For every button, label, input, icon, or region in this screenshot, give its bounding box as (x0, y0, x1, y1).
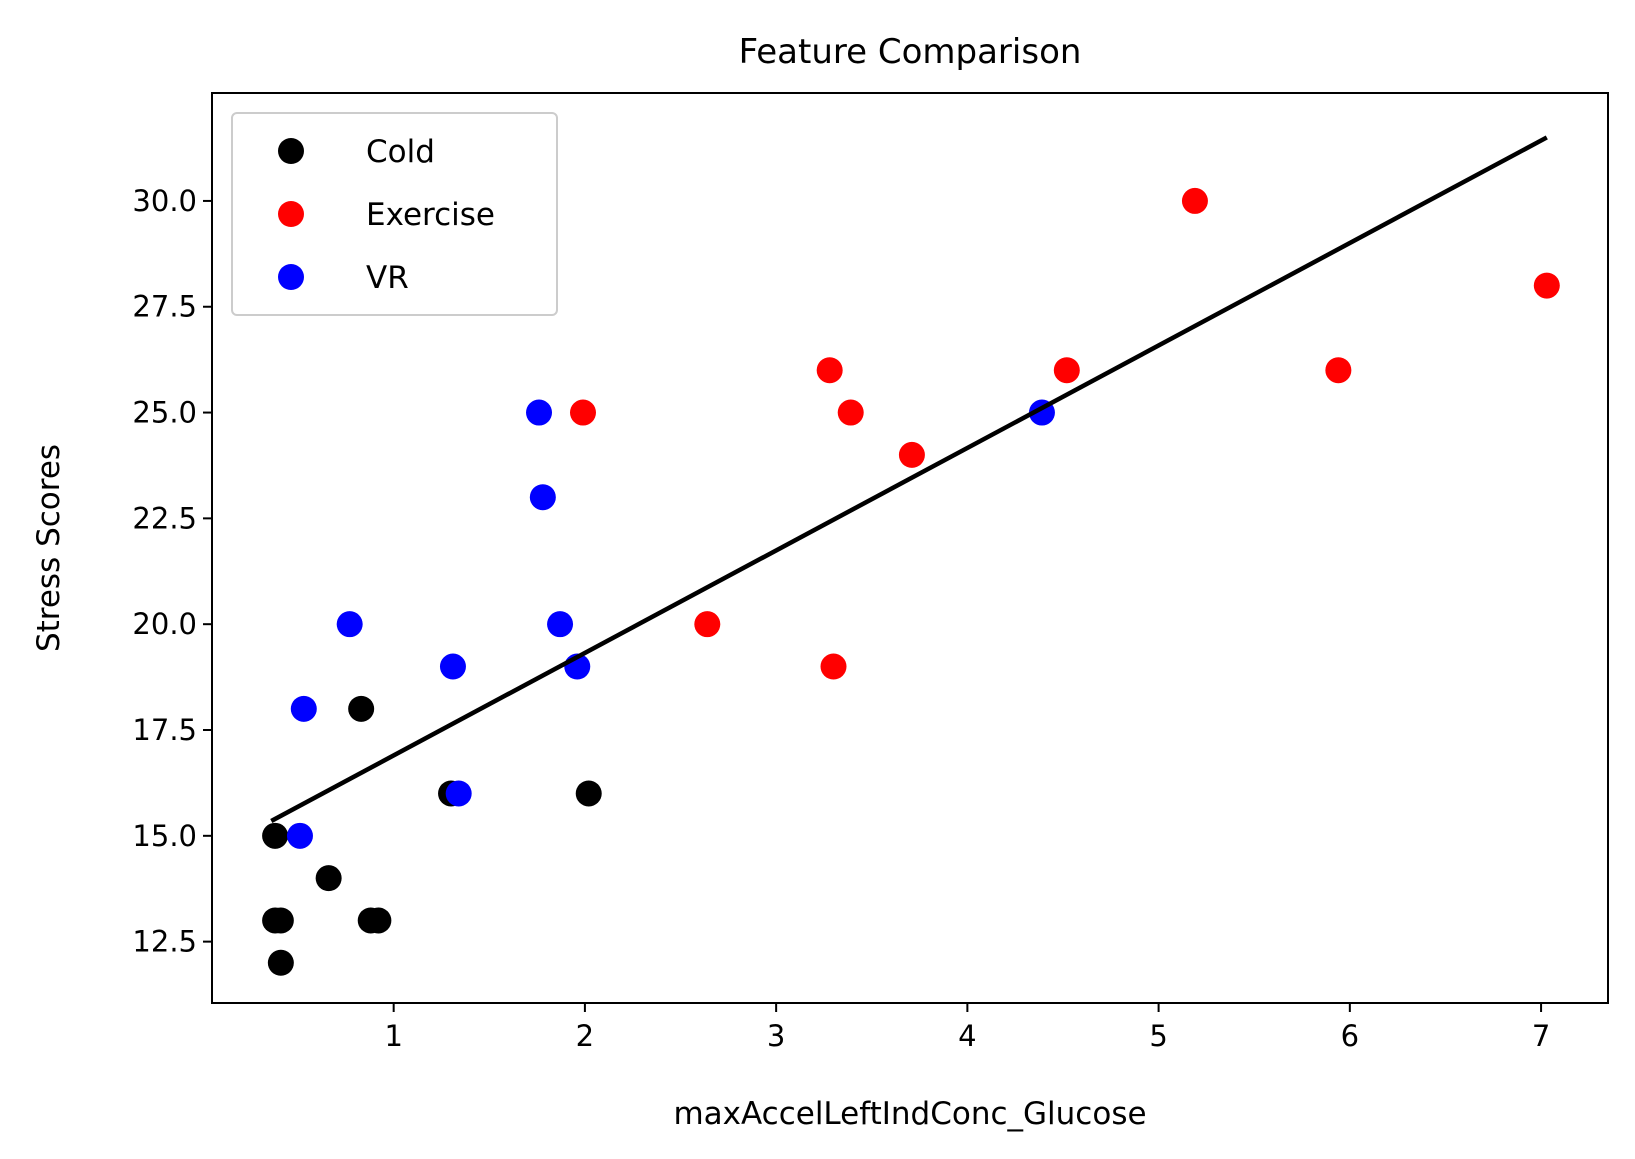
x-tick-label: 7 (1532, 1019, 1550, 1053)
x-axis-label: maxAccelLeftIndConc_Glucose (673, 1096, 1146, 1132)
point-vr (439, 653, 466, 680)
fit-line (270, 135, 1548, 823)
point-exercise (898, 441, 925, 468)
legend-box (231, 112, 558, 316)
point-cold (262, 822, 289, 849)
y-tick-label: 27.5 (132, 290, 197, 324)
y-tick-label: 22.5 (132, 501, 197, 535)
x-tick-label: 4 (958, 1019, 976, 1053)
point-vr (445, 780, 472, 807)
chart-title: Feature Comparison (739, 32, 1082, 72)
y-tick-label: 12.5 (132, 925, 197, 959)
plot-area (262, 135, 1560, 976)
x-tick-label: 3 (767, 1019, 785, 1053)
point-exercise (1533, 272, 1560, 299)
y-tick-label: 17.5 (132, 713, 197, 747)
y-tick-label: 20.0 (132, 607, 197, 641)
plot-frame (211, 92, 1609, 1004)
point-cold (267, 907, 294, 934)
y-tick-label: 25.0 (132, 396, 197, 430)
legend-marker-cold (278, 138, 304, 164)
point-cold (267, 949, 294, 976)
legend-label-exercise: Exercise (366, 197, 495, 233)
point-exercise (569, 399, 596, 426)
point-vr (526, 399, 553, 426)
point-vr (286, 822, 313, 849)
legend-label-cold: Cold (366, 134, 435, 170)
point-cold (348, 695, 375, 722)
x-tick-label: 6 (1341, 1019, 1359, 1053)
legend-marker-exercise (278, 201, 304, 227)
y-tick-label: 15.0 (132, 819, 197, 853)
point-exercise (1053, 357, 1080, 384)
point-cold (365, 907, 392, 934)
point-vr (336, 611, 363, 638)
point-exercise (837, 399, 864, 426)
x-tick-label: 2 (576, 1019, 594, 1053)
y-axis-label: Stress Scores (31, 444, 67, 652)
legend-marker-vr (278, 264, 304, 290)
point-cold (575, 780, 602, 807)
point-exercise (820, 653, 847, 680)
legend-label-vr: VR (366, 260, 409, 296)
x-tick-label: 5 (1149, 1019, 1167, 1053)
point-exercise (1325, 357, 1352, 384)
point-exercise (816, 357, 843, 384)
legend: Cold Exercise VR (231, 112, 558, 316)
point-vr (290, 695, 317, 722)
point-vr (547, 611, 574, 638)
point-exercise (1181, 187, 1208, 214)
point-cold (315, 865, 342, 892)
x-tick-label: 1 (384, 1019, 402, 1053)
point-exercise (694, 611, 721, 638)
y-tick-label: 30.0 (132, 184, 197, 218)
point-vr (529, 484, 556, 511)
